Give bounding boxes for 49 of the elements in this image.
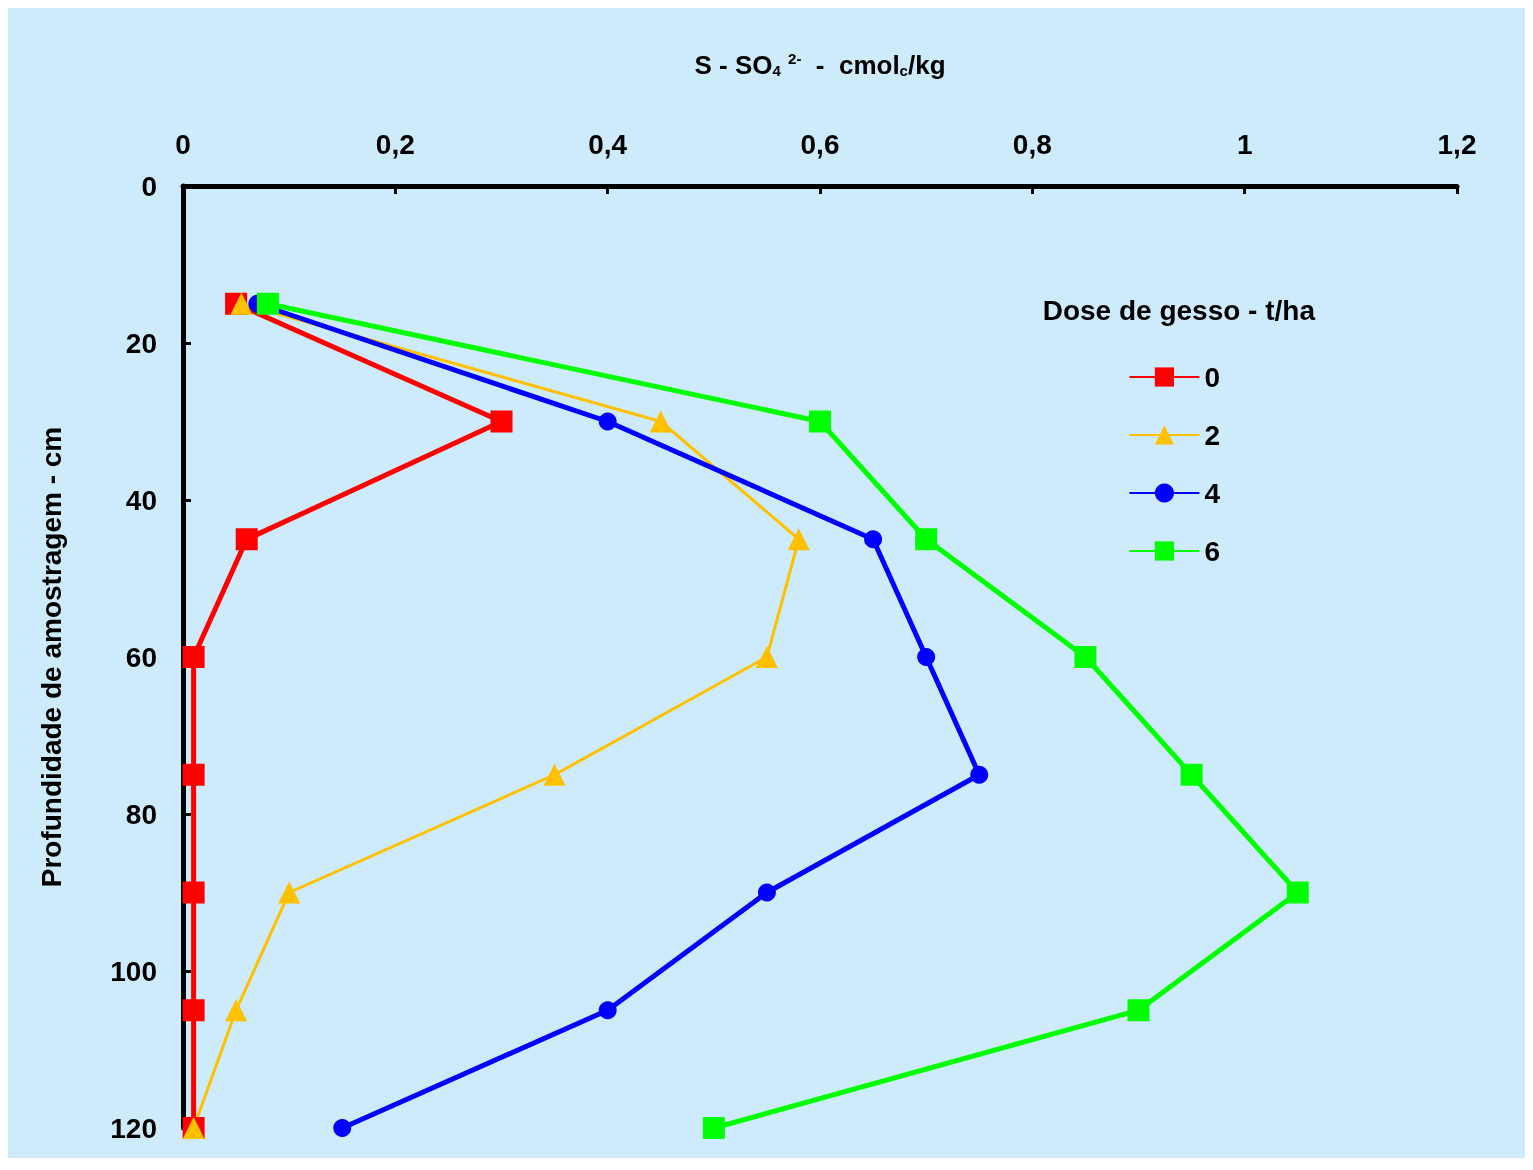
legend-title: Dose de gesso - t/ha — [1042, 294, 1316, 326]
point — [1127, 999, 1150, 1022]
point — [915, 528, 938, 551]
point — [755, 646, 778, 668]
y-tick-label: 60 — [125, 641, 157, 673]
y-tick-label: 0 — [141, 170, 157, 202]
x-tick-label: 0,6 — [800, 128, 840, 160]
x-tick-label: 0,2 — [375, 128, 415, 160]
y-tick-label: 20 — [125, 327, 157, 359]
point — [490, 410, 513, 433]
y-tick-label: 40 — [125, 484, 157, 516]
point — [970, 765, 989, 784]
point — [225, 999, 248, 1022]
point — [864, 530, 883, 549]
legend-label: 4 — [1204, 477, 1221, 509]
x-tick-label: 0,8 — [1012, 128, 1052, 160]
y-tick-label: 120 — [110, 1112, 157, 1144]
point — [917, 648, 936, 666]
point — [543, 763, 566, 786]
legend-label: 6 — [1204, 535, 1221, 567]
x-tick-label: 1 — [1236, 128, 1253, 160]
point — [230, 292, 253, 315]
point — [256, 292, 279, 315]
point — [598, 412, 617, 431]
y-axis-title: Profundidade de amostragem - cm — [35, 426, 67, 888]
point — [278, 881, 301, 904]
point — [702, 1117, 725, 1139]
y-tick-label: 100 — [110, 955, 157, 987]
point — [757, 883, 776, 902]
legend-label: 0 — [1204, 361, 1221, 393]
x-tick-label: 0,4 — [588, 128, 628, 160]
point — [182, 646, 205, 668]
point — [787, 528, 810, 551]
point — [598, 1001, 617, 1020]
legend-label: 2 — [1204, 419, 1221, 451]
point — [333, 1119, 352, 1137]
point — [809, 410, 831, 433]
x-axis-title: S - SO4 2- - cmolc/kg — [694, 49, 946, 80]
x-tick-label: 0 — [175, 128, 191, 160]
x-tick-label: 1,2 — [1437, 128, 1477, 160]
point — [1286, 881, 1309, 904]
point — [182, 999, 205, 1022]
point — [1074, 646, 1097, 668]
y-tick-label: 80 — [125, 798, 157, 830]
point — [182, 763, 205, 786]
point — [235, 528, 258, 551]
point — [1180, 763, 1203, 786]
point — [649, 410, 672, 433]
point — [182, 881, 205, 904]
